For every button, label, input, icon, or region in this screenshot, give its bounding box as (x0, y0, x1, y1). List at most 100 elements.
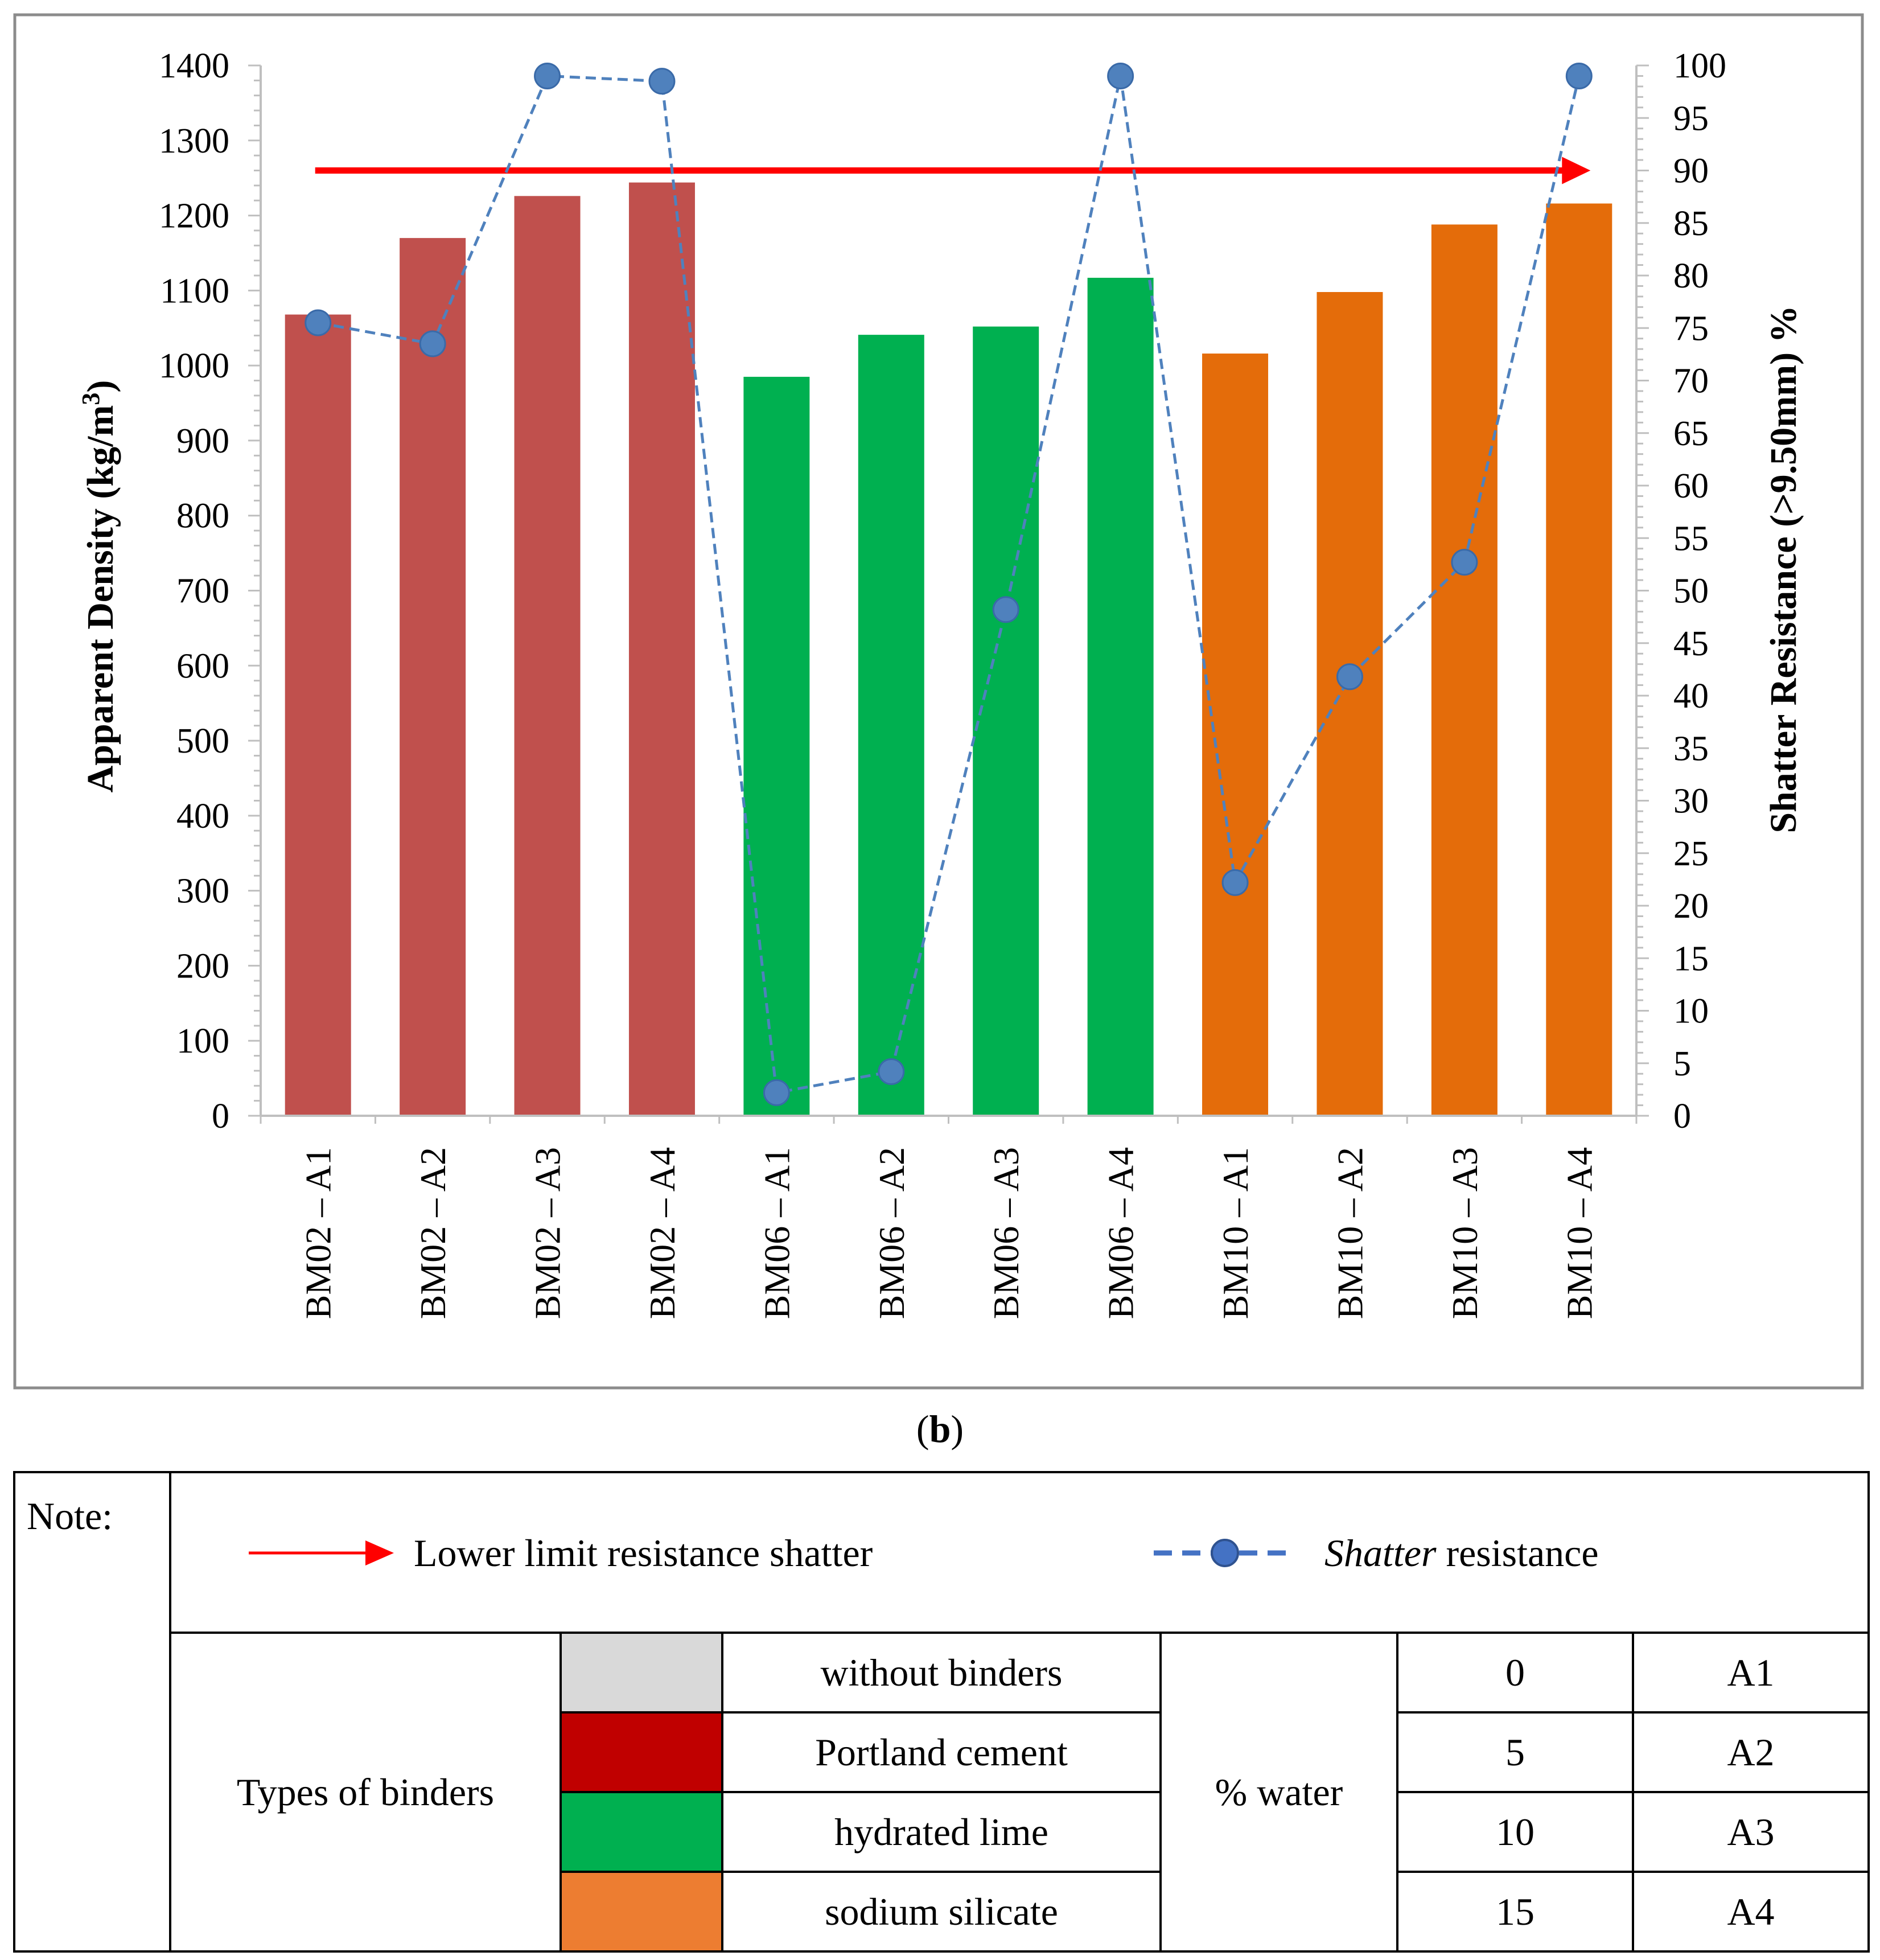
y-right-tick-label: 100 (1673, 47, 1726, 85)
density-bar (858, 335, 924, 1116)
shatter-line (318, 74, 1581, 1095)
y-right-axis-title: Shatter Resistance (>9.50mm) % (1763, 305, 1804, 833)
y-left-tick-label: 400 (176, 797, 229, 836)
y-left-tick-label: 1400 (159, 47, 229, 85)
y-left-tick-label: 100 (176, 1022, 229, 1061)
water-code: A2 (1727, 1731, 1775, 1774)
x-tick-label: BM02 – A4 (642, 1147, 682, 1319)
x-tick-label: BM06 – A4 (1101, 1147, 1141, 1319)
reference-arrowhead (1562, 157, 1591, 184)
y-left-tick-label: 600 (176, 647, 229, 685)
shatter-point (1221, 869, 1249, 896)
x-tick-label: BM10 – A1 (1215, 1147, 1256, 1319)
water-code: A4 (1727, 1890, 1775, 1933)
y-left-tick-label: 700 (176, 572, 229, 611)
y-left-tick-label: 800 (176, 497, 229, 536)
x-tick-label: BM02 – A2 (413, 1147, 453, 1319)
y-right-tick-label: 10 (1673, 992, 1709, 1031)
figure-caption: (b) (0, 1406, 1880, 1452)
y-right-tick-label: 55 (1673, 519, 1709, 558)
y-left-title-main: Apparent Density (kg/m (80, 405, 121, 793)
density-bar (400, 238, 466, 1116)
x-tick-label: BM10 – A3 (1445, 1147, 1485, 1319)
binder-name: without binders (820, 1651, 1063, 1694)
x-tick-label: BM06 – A2 (871, 1147, 912, 1319)
y-right-tick-label: 90 (1673, 152, 1709, 191)
legend-note-table: Note: Lower limit resistance shatter Sha… (13, 1471, 1870, 1953)
red-arrow-icon (249, 1540, 394, 1565)
density-bar (1431, 224, 1498, 1116)
shatter-point (534, 62, 561, 89)
y-right-tick-label: 25 (1673, 835, 1709, 873)
water-pct: 0 (1505, 1651, 1525, 1694)
y-right-tick-label: 60 (1673, 467, 1709, 506)
bars-group (285, 182, 1612, 1116)
binders-label: Types of binders (236, 1770, 495, 1814)
y-right-tick-label: 40 (1673, 677, 1709, 716)
density-bar (1317, 291, 1383, 1116)
x-tick-label: BM06 – A3 (986, 1147, 1026, 1319)
y-right-tick-label: 70 (1673, 362, 1709, 401)
x-tick-label: BM10 – A4 (1559, 1147, 1599, 1319)
note-title: Note: (27, 1494, 113, 1538)
y-right-tick-label: 15 (1673, 939, 1709, 978)
y-right-tick-label: 0 (1673, 1097, 1691, 1136)
density-bar (973, 326, 1039, 1116)
x-tick-label: BM02 – A1 (298, 1147, 339, 1319)
y-right-tick-label: 5 (1673, 1045, 1691, 1083)
y-left-tick-label: 500 (176, 722, 229, 761)
water-pct: 15 (1496, 1890, 1535, 1933)
density-bar (743, 376, 810, 1116)
row-divider-1 (560, 1711, 1162, 1714)
shatter-point (878, 1058, 905, 1086)
water-pct: 10 (1496, 1810, 1535, 1854)
shatter-point (305, 309, 332, 336)
note-divider (169, 1473, 171, 1950)
labels-group: 0100200300400500600700800900100011001200… (159, 47, 1726, 1319)
y-right-tick-label: 45 (1673, 624, 1709, 663)
caption-letter: b (929, 1407, 951, 1451)
density-bar (1546, 203, 1612, 1116)
legend-row-divider (169, 1632, 1867, 1634)
y-left-axis-title: Apparent Density (kg/m3) (77, 380, 121, 793)
water-code: A1 (1727, 1651, 1775, 1694)
shatter-point (1107, 62, 1134, 89)
y-left-tick-label: 1000 (159, 347, 229, 385)
legend-limit-label: Lower limit resistance shatter (414, 1531, 873, 1575)
y-left-tick-label: 900 (176, 422, 229, 461)
water-label: % water (1215, 1770, 1343, 1814)
combo-chart: 0100200300400500600700800900100011001200… (13, 13, 1864, 1390)
binder-name: Portland cement (815, 1731, 1068, 1774)
y-left-tick-label: 200 (176, 947, 229, 985)
shatter-point (763, 1079, 790, 1106)
row-divider-2 (560, 1791, 1162, 1793)
y-right-tick-label: 80 (1673, 257, 1709, 295)
y-left-tick-label: 1200 (159, 197, 229, 236)
water-code: A3 (1727, 1810, 1775, 1854)
x-tick-label: BM10 – A2 (1330, 1147, 1370, 1319)
row-divider-6 (1396, 1871, 1867, 1873)
swatch-portland-cement (562, 1714, 721, 1791)
row-divider-4 (1396, 1711, 1867, 1714)
density-bar (285, 314, 351, 1116)
shatter-point (1565, 62, 1593, 89)
density-bar (1202, 354, 1269, 1116)
y-right-tick-label: 85 (1673, 204, 1709, 243)
y-left-title-end: ) (80, 380, 121, 393)
y-left-tick-label: 300 (176, 872, 229, 911)
legend-shatter-label: Shatter resistance (1324, 1527, 1780, 1579)
legend-shatter-italic: Shatter (1324, 1531, 1437, 1575)
y-right-tick-label: 50 (1673, 572, 1709, 611)
shatter-point (648, 68, 676, 95)
caption-open: ( (916, 1407, 929, 1451)
y-left-tick-label: 1300 (159, 122, 229, 161)
shatter-point (992, 596, 1019, 623)
y-right-tick-label: 20 (1673, 887, 1709, 926)
binder-name: sodium silicate (825, 1890, 1058, 1933)
shatter-line-group (305, 62, 1593, 1106)
y-right-tick-label: 35 (1673, 729, 1709, 768)
y-left-title-sup: 3 (77, 393, 105, 405)
water-pct: 5 (1505, 1731, 1525, 1774)
swatch-hydrated-lime (562, 1793, 721, 1871)
reference-line-group (315, 157, 1591, 184)
